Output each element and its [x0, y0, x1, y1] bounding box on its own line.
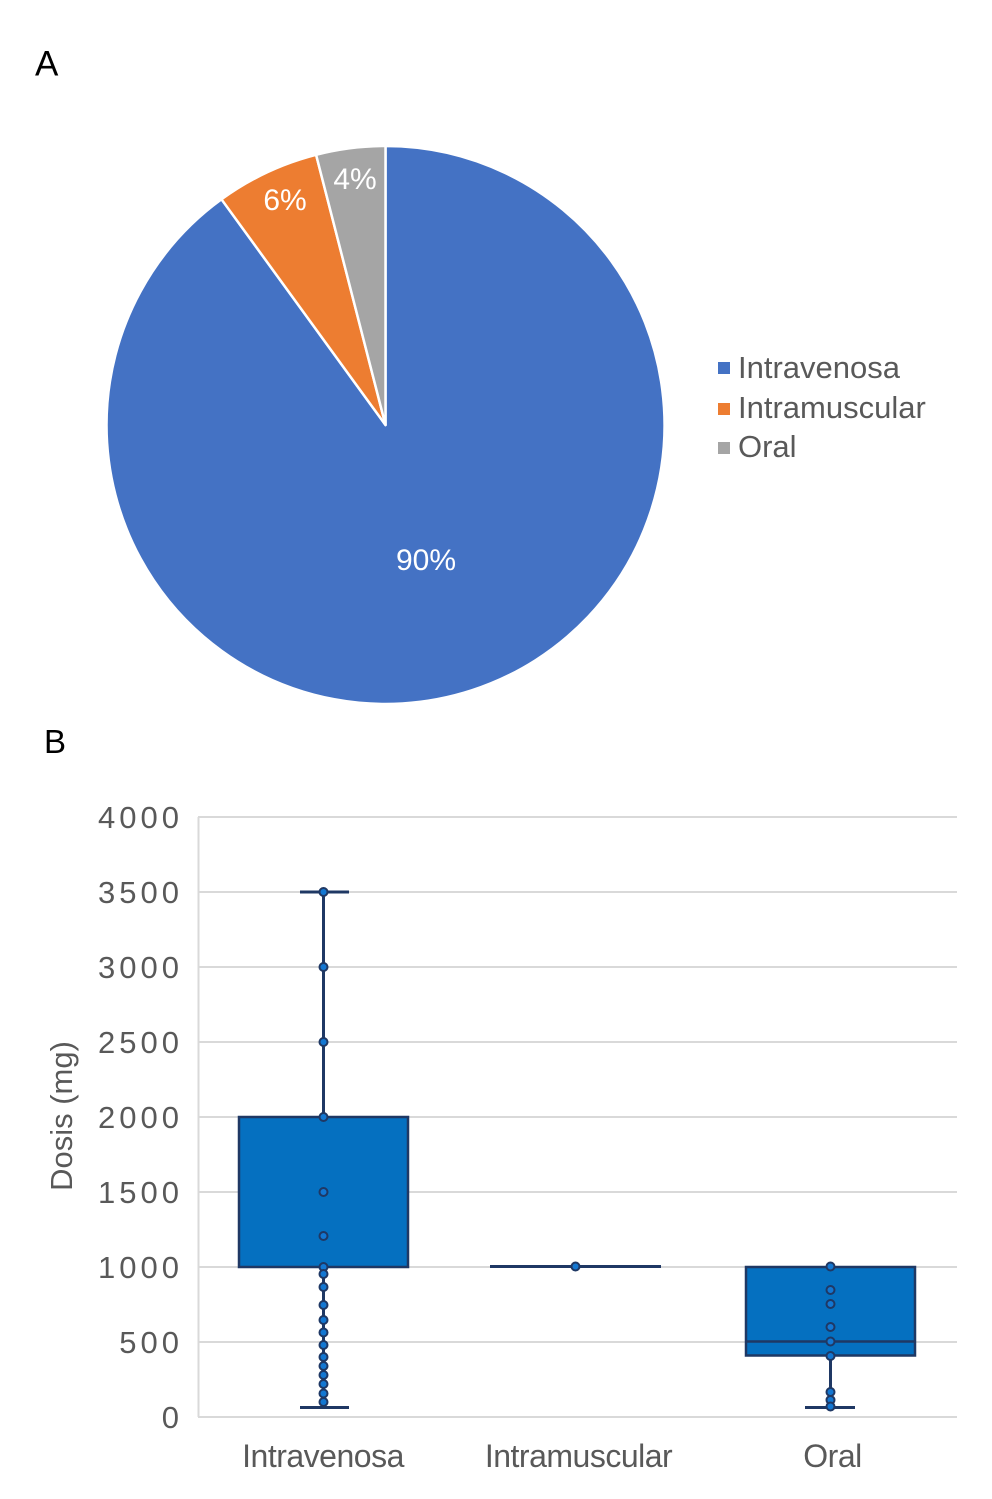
svg-text:90%: 90%: [396, 544, 456, 577]
svg-text:2500: 2500: [98, 1025, 183, 1060]
svg-text:4000: 4000: [98, 800, 183, 835]
svg-text:0: 0: [162, 1400, 183, 1435]
svg-text:Dosis (mg): Dosis (mg): [44, 1041, 79, 1191]
svg-text:4%: 4%: [333, 163, 376, 196]
svg-text:B: B: [44, 723, 66, 760]
svg-text:Intramuscular: Intramuscular: [485, 1438, 673, 1474]
svg-text:500: 500: [119, 1325, 183, 1360]
svg-text:1000: 1000: [98, 1250, 183, 1285]
svg-text:Oral: Oral: [803, 1438, 861, 1474]
svg-text:3500: 3500: [98, 875, 183, 910]
svg-text:1500: 1500: [98, 1175, 183, 1210]
svg-text:Intravenosa: Intravenosa: [242, 1438, 404, 1474]
svg-text:2000: 2000: [98, 1100, 183, 1135]
svg-text:6%: 6%: [263, 184, 306, 217]
svg-text:A: A: [35, 44, 59, 83]
svg-text:3000: 3000: [98, 950, 183, 985]
svg-text:Oral: Oral: [738, 429, 797, 464]
svg-text:Intramuscular: Intramuscular: [738, 390, 926, 425]
svg-text:Intravenosa: Intravenosa: [738, 350, 901, 385]
